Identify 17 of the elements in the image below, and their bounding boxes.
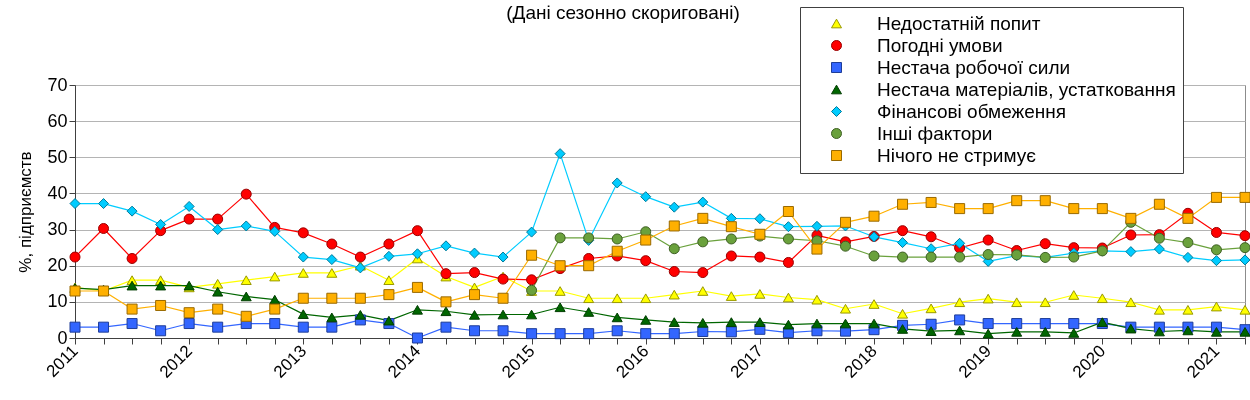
legend-label: Недостатній попит xyxy=(877,12,1041,34)
y-tick-label: 70 xyxy=(47,74,68,95)
legend-label: Інші фактори xyxy=(877,122,993,144)
y-axis-title: %, підприємств xyxy=(16,151,36,273)
legend-label: Фінансові обмеження xyxy=(877,100,1067,122)
y-tick-label: 30 xyxy=(47,219,68,240)
y-tick-label: 10 xyxy=(47,291,68,312)
legend-label: Нічого не стримує xyxy=(877,144,1037,166)
y-tick-label: 20 xyxy=(47,255,68,276)
legend-label: Нестача матеріалів, устатковання xyxy=(877,78,1176,100)
legend-label: Нестача робочої сили xyxy=(877,56,1071,78)
legend-label: Погодні умови xyxy=(877,34,1003,56)
y-tick-label: 60 xyxy=(47,110,68,131)
y-tick-label: 0 xyxy=(57,327,68,348)
chart-title: (Дані сезонно скориговані) xyxy=(506,1,740,23)
y-tick-label: 50 xyxy=(47,146,68,167)
y-tick-label: 40 xyxy=(47,182,68,203)
